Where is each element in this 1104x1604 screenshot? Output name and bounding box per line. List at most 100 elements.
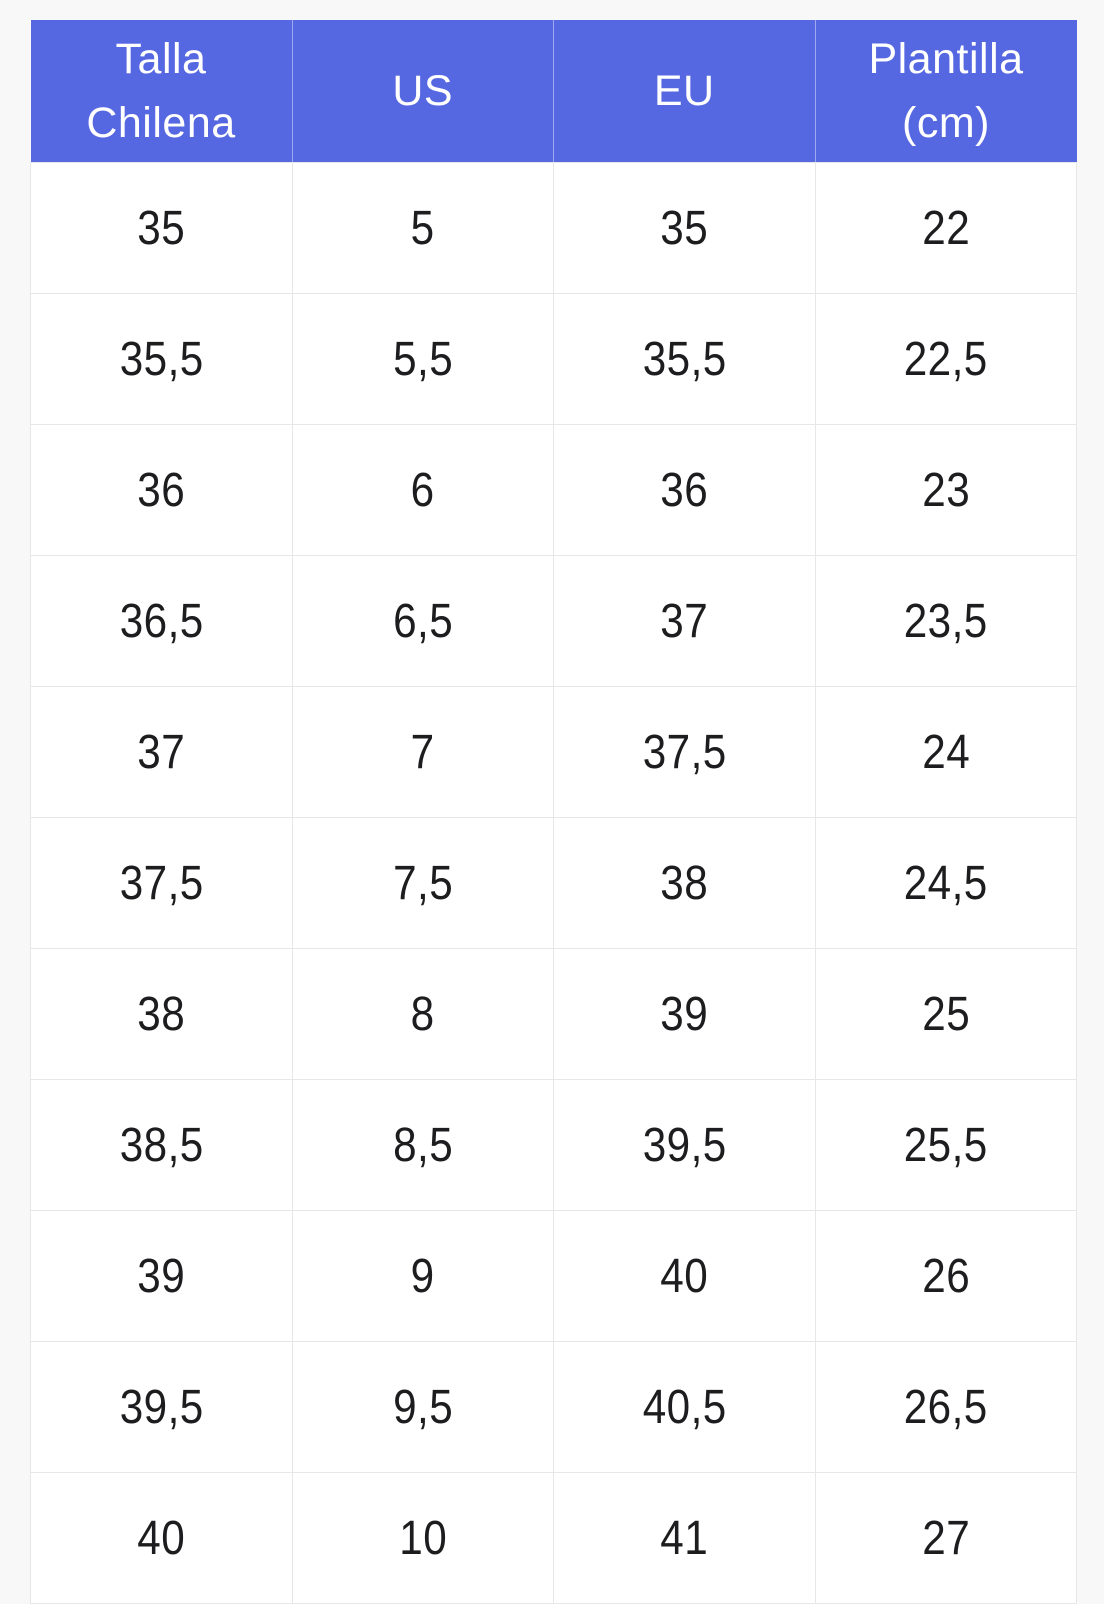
column-header-talla-chilena: Talla Chilena [30,20,293,163]
cell-value: 6,5 [392,594,453,648]
table-cell: 22,5 [814,293,1077,425]
table-cell: 7,5 [291,817,554,949]
cell-value: 35 [660,201,709,255]
table-cell: 25,5 [814,1079,1077,1211]
table-cell: 5 [291,162,554,294]
cell-value: 38 [660,856,709,910]
cell-value: 5 [410,201,435,255]
table-row: 39 9 40 26 [30,1210,1077,1342]
table-cell: 24 [814,686,1077,818]
cell-value: 39 [137,1249,186,1303]
column-header-label: Plantilla (cm) [868,34,1024,148]
column-header-plantilla-cm: Plantilla (cm) [815,20,1077,163]
cell-value: 40 [660,1249,709,1303]
table-cell: 23 [814,424,1077,556]
table-cell: 38 [553,817,816,949]
table-cell: 40 [30,1472,293,1604]
cell-value: 8,5 [392,1118,453,1172]
cell-value: 36 [660,463,709,517]
table-cell: 9,5 [291,1341,554,1473]
table-cell: 37,5 [30,817,293,949]
table-cell: 39 [30,1210,293,1342]
cell-value: 37 [660,594,709,648]
table-cell: 25 [814,948,1077,1080]
table-cell: 22 [814,162,1077,294]
cell-value: 36 [137,463,186,517]
cell-value: 8 [410,987,435,1041]
table-cell: 8 [291,948,554,1080]
table-cell: 24,5 [814,817,1077,949]
cell-value: 35,5 [642,332,727,386]
table-cell: 26,5 [814,1341,1077,1473]
column-header-label: Talla Chilena [86,34,236,148]
table-cell: 36,5 [30,555,293,687]
cell-value: 6 [410,463,435,517]
cell-value: 7 [410,725,435,779]
table-cell: 6,5 [291,555,554,687]
table-cell: 9 [291,1210,554,1342]
cell-value: 37,5 [642,725,727,779]
table-cell: 41 [553,1472,816,1604]
column-header-label: US [392,66,454,115]
table-cell: 5,5 [291,293,554,425]
table-cell: 39,5 [30,1341,293,1473]
cell-value: 40,5 [642,1380,727,1434]
cell-value: 37,5 [119,856,204,910]
table-cell: 39 [553,948,816,1080]
table-cell: 39,5 [553,1079,816,1211]
table-cell: 37,5 [553,686,816,818]
cell-value: 35,5 [119,332,204,386]
table-cell: 40,5 [553,1341,816,1473]
cell-value: 24 [921,725,970,779]
table-row: 35,5 5,5 35,5 22,5 [30,293,1077,425]
table-cell: 40 [553,1210,816,1342]
cell-value: 10 [398,1511,447,1565]
table-cell: 38,5 [30,1079,293,1211]
cell-value: 38 [137,987,186,1041]
header-row: Talla Chilena US EU Plantilla (cm) [30,20,1077,163]
table-row: 38 8 39 25 [30,948,1077,1080]
cell-value: 25,5 [903,1118,988,1172]
column-header-eu: EU [553,20,816,163]
table-row: 37,5 7,5 38 24,5 [30,817,1077,949]
table-cell: 35,5 [30,293,293,425]
table-cell: 38 [30,948,293,1080]
table-cell: 36 [553,424,816,556]
cell-value: 9,5 [392,1380,453,1434]
cell-value: 26 [921,1249,970,1303]
cell-value: 5,5 [392,332,453,386]
table-row: 38,5 8,5 39,5 25,5 [30,1079,1077,1211]
table-cell: 36 [30,424,293,556]
cell-value: 38,5 [119,1118,204,1172]
table-cell: 35,5 [553,293,816,425]
cell-value: 36,5 [119,594,204,648]
cell-value: 7,5 [392,856,453,910]
cell-value: 22 [921,201,970,255]
table-header: Talla Chilena US EU Plantilla (cm) [30,20,1077,163]
table-cell: 37 [30,686,293,818]
table-body: 35 5 35 22 35,5 5,5 35,5 22,5 36 6 36 23 36,5 6,5 37 23… [30,162,1077,1604]
size-conversion-table: Talla Chilena US EU Plantilla (cm) 35 5 35… [30,20,1077,1604]
cell-value: 27 [921,1511,970,1565]
table-cell: 35 [553,162,816,294]
table-cell: 27 [814,1472,1077,1604]
cell-value: 23,5 [903,594,988,648]
table-cell: 7 [291,686,554,818]
cell-value: 39 [660,987,709,1041]
cell-value: 23 [921,463,970,517]
table-row: 39,5 9,5 40,5 26,5 [30,1341,1077,1473]
cell-value: 39,5 [119,1380,204,1434]
cell-value: 40 [137,1511,186,1565]
size-chart-container: Talla Chilena US EU Plantilla (cm) 35 5 35… [30,20,1077,1604]
table-row: 40 10 41 27 [30,1472,1077,1604]
table-cell: 26 [814,1210,1077,1342]
table-row: 36 6 36 23 [30,424,1077,556]
cell-value: 25 [921,987,970,1041]
table-cell: 35 [30,162,293,294]
table-cell: 10 [291,1472,554,1604]
table-cell: 6 [291,424,554,556]
cell-value: 24,5 [903,856,988,910]
cell-value: 41 [660,1511,709,1565]
cell-value: 9 [410,1249,435,1303]
table-row: 35 5 35 22 [30,162,1077,294]
